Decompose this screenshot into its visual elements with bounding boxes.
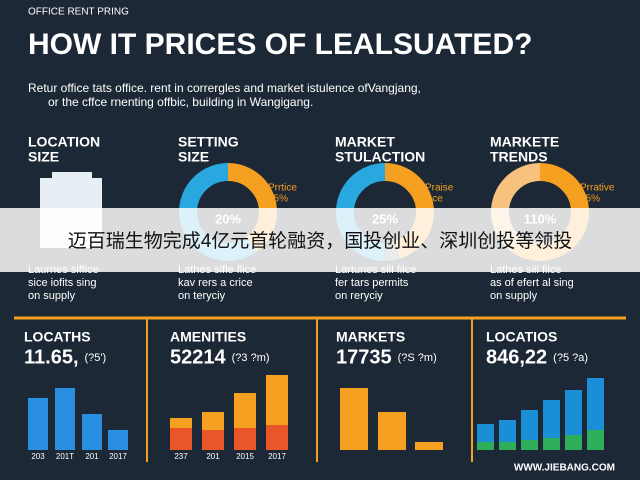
x-tick-label: 201 (85, 452, 99, 461)
section-caption: on teryciy (178, 290, 226, 302)
bar (55, 388, 75, 450)
section-caption: as of efert al sing (490, 277, 574, 289)
donut-note: ll ce (425, 194, 443, 205)
section-heading: SETTING (178, 134, 239, 150)
section-heading: SIZE (178, 149, 209, 165)
bar (234, 393, 256, 428)
bar (234, 428, 256, 450)
banner-background (0, 208, 640, 272)
panel-note: (?5 ?a) (553, 352, 588, 364)
bar (565, 435, 582, 450)
bar (170, 418, 192, 428)
bar (170, 428, 192, 450)
donut-note: 35% (580, 194, 600, 205)
panel-title: AMENITIES (170, 329, 246, 345)
section-caption: sice iofits sing (28, 277, 96, 289)
bar (587, 430, 604, 450)
bar (266, 425, 288, 450)
bar (565, 390, 582, 435)
panel-value: 11.65, (24, 346, 79, 368)
bar (521, 410, 538, 440)
panel-title: LOCATIOS (486, 329, 557, 345)
banner-text: 迈百瑞生物完成4亿元首轮融资，国投创业、深圳创投等领投 (68, 230, 573, 252)
bar (28, 398, 48, 450)
panel-note: (?S ?m) (398, 352, 437, 364)
header-label: OFFICE RENT PRING (28, 7, 129, 18)
bar (415, 442, 443, 450)
section-caption: kav rers a crice (178, 277, 253, 289)
bar (543, 400, 560, 438)
bar (266, 375, 288, 425)
panel-value: 52214 (170, 346, 226, 368)
x-tick-label: 201 (206, 452, 220, 461)
donut-note: Prrative (580, 183, 615, 194)
panel-title: LOCATHS (24, 329, 91, 345)
donut-note: 25% (268, 194, 288, 205)
x-tick-label: 237 (174, 452, 188, 461)
bar (587, 378, 604, 430)
panel-value: 17735 (336, 346, 392, 368)
section-heading: STULACTION (335, 149, 425, 165)
subtitle: Retur office tats office. rent in correr… (28, 81, 421, 95)
section-heading: MARKET (335, 134, 395, 150)
footer: WWW.JIEBANG.COM (514, 463, 615, 474)
section-caption: fer tars permits (335, 277, 409, 289)
bar (477, 442, 494, 450)
x-tick-label: 2017 (268, 452, 286, 461)
bar (499, 442, 516, 450)
section-caption: on reryciy (335, 290, 383, 302)
title: HOW IT PRICES OF LEALSUATED? (28, 28, 532, 61)
bar (477, 424, 494, 442)
bar (82, 414, 102, 450)
bar (202, 430, 224, 450)
section-caption: on supply (490, 290, 538, 302)
bar (499, 420, 516, 442)
x-tick-label: 201T (56, 452, 74, 461)
x-tick-label: 2015 (236, 452, 254, 461)
panel-title: MARKETS (336, 329, 405, 345)
donut-note: Prrtice (268, 183, 297, 194)
subtitle: or the cffce rnenting offbic, building i… (48, 95, 313, 109)
section-heading: MARKETE (490, 134, 559, 150)
x-tick-label: 203 (31, 452, 45, 461)
bar (521, 440, 538, 450)
section-caption: on supply (28, 290, 76, 302)
panel-note: (?3 ?m) (232, 352, 270, 364)
panel-note: (?5') (85, 352, 107, 364)
bar (202, 412, 224, 430)
panel-value: 846,22 (486, 346, 547, 368)
donut-note: Praise (425, 183, 454, 194)
bar (543, 438, 560, 450)
section-heading: SIZE (28, 149, 59, 165)
bar (108, 430, 128, 450)
bar (378, 412, 406, 450)
section-heading: TRENDS (490, 149, 548, 165)
bar (340, 388, 368, 450)
x-tick-label: 2017 (109, 452, 127, 461)
section-heading: LOCATION (28, 134, 100, 150)
